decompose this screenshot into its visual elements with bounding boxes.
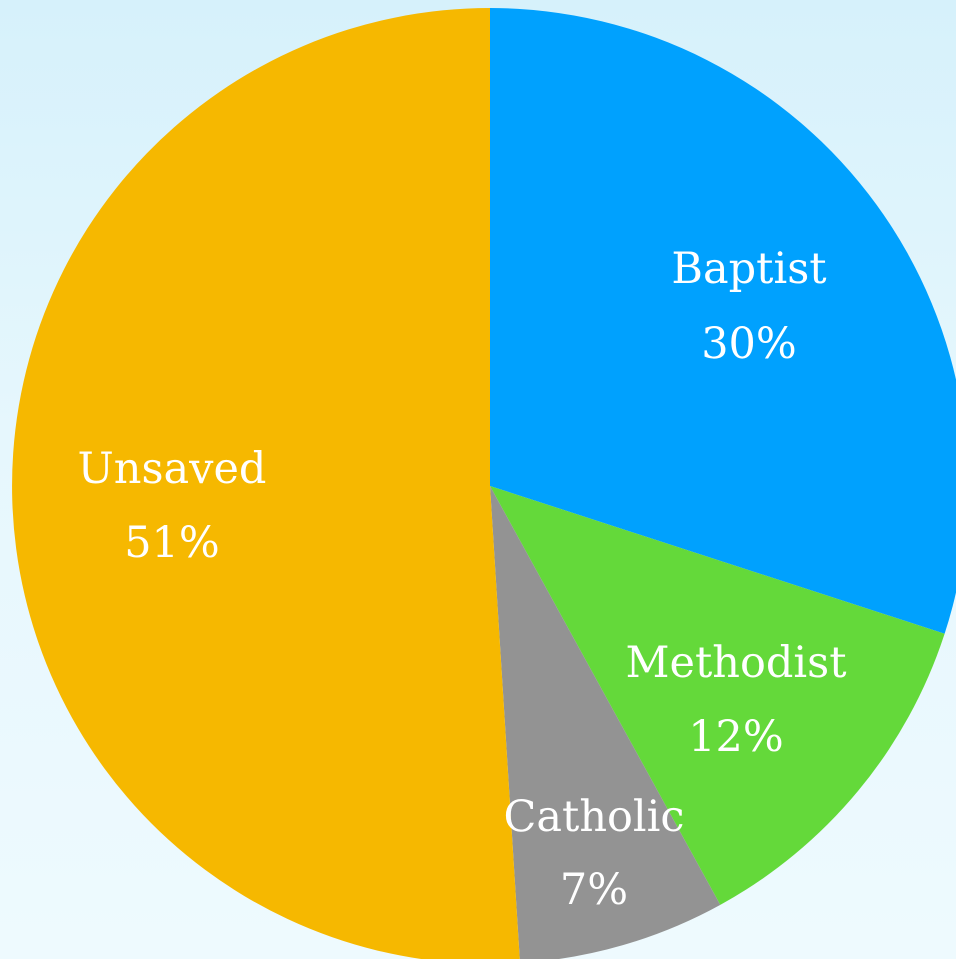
slice-value-catholic: 7% — [560, 865, 628, 915]
pie-slice-unsaved — [12, 8, 520, 959]
pie-slice-catholic — [490, 486, 721, 959]
pie-slices — [12, 8, 956, 959]
slice-label-catholic: Catholic — [504, 792, 685, 842]
pie-slice-baptist — [490, 8, 956, 634]
pie-slice-methodist — [490, 486, 945, 905]
slice-label-baptist: Baptist — [671, 244, 826, 294]
slice-label-unsaved: Unsaved — [78, 444, 267, 494]
slice-value-baptist: 30% — [701, 319, 797, 369]
slice-value-unsaved: 51% — [124, 518, 220, 568]
slice-value-methodist: 12% — [688, 712, 784, 762]
pie-labels: Baptist 30% Methodist 12% Catholic 7% Un… — [78, 244, 847, 915]
slice-label-methodist: Methodist — [626, 638, 847, 688]
